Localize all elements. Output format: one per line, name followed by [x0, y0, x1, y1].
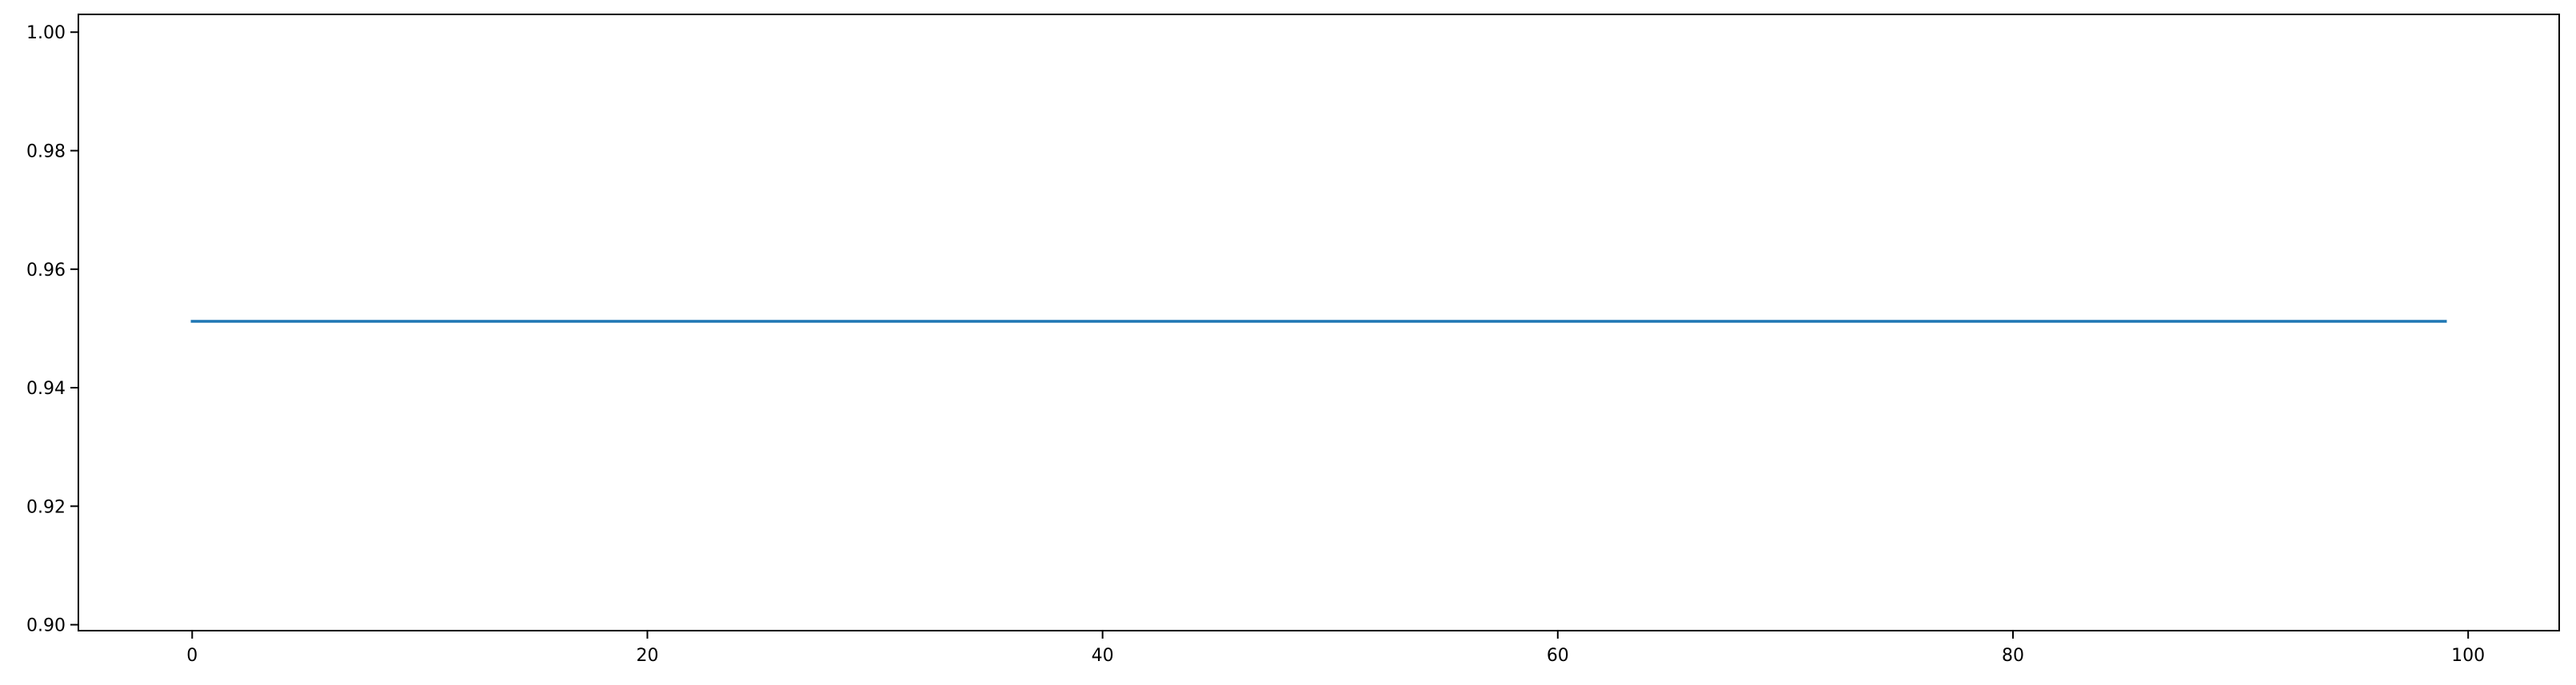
x-tick-label: 40 — [1092, 646, 1114, 666]
x-tick-label: 0 — [186, 646, 198, 666]
x-axis: 0 20 40 60 80 100 — [186, 631, 2485, 666]
y-tick-label: 1.00 — [26, 23, 66, 43]
y-axis: 0.90 0.92 0.94 0.96 0.98 1.00 — [26, 23, 78, 636]
y-tick-label: 0.98 — [26, 142, 66, 162]
y-tick-label: 0.94 — [26, 379, 66, 399]
y-tick-label: 0.92 — [26, 497, 66, 517]
x-tick-label: 20 — [636, 646, 658, 666]
x-tick-label: 80 — [2002, 646, 2024, 666]
y-tick-label: 0.90 — [26, 616, 66, 636]
plot-area-frame — [78, 14, 2560, 631]
x-tick-label: 100 — [2451, 646, 2485, 666]
x-tick-label: 60 — [1547, 646, 1569, 666]
y-tick-label: 0.96 — [26, 261, 66, 281]
